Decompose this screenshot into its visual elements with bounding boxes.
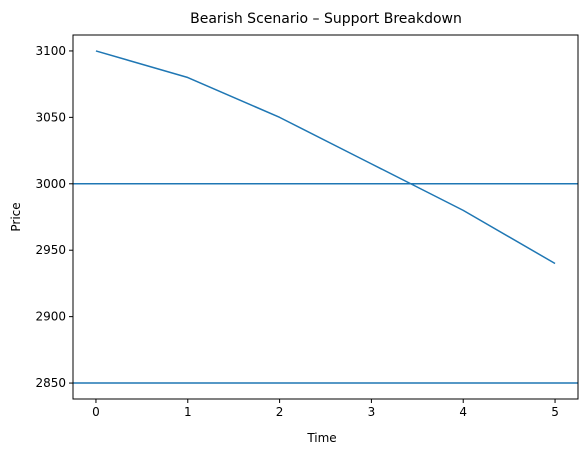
y-tick-label: 3100 <box>35 44 66 58</box>
x-tick-label: 4 <box>459 405 467 419</box>
y-tick-label: 3050 <box>35 110 66 124</box>
x-axis-label: Time <box>306 431 336 445</box>
y-tick-label: 2950 <box>35 243 66 257</box>
y-tick-label: 2900 <box>35 310 66 324</box>
x-tick-label: 5 <box>551 405 559 419</box>
y-axis: 2850 2900 2950 3000 3050 3100 <box>35 44 73 390</box>
chart-title: Bearish Scenario – Support Breakdown <box>190 11 462 27</box>
x-axis: 0 1 2 3 4 5 <box>92 399 559 419</box>
plot-area <box>73 50 578 384</box>
x-tick-label: 1 <box>184 405 192 419</box>
price-series-line <box>95 50 556 265</box>
x-tick-label: 3 <box>368 405 376 419</box>
y-tick-label: 2850 <box>35 376 66 390</box>
x-tick-label: 2 <box>276 405 284 419</box>
plot-frame <box>72 34 579 400</box>
y-tick-label: 3000 <box>35 177 66 191</box>
y-axis-label: Price <box>9 202 23 231</box>
x-tick-label: 0 <box>92 405 100 419</box>
